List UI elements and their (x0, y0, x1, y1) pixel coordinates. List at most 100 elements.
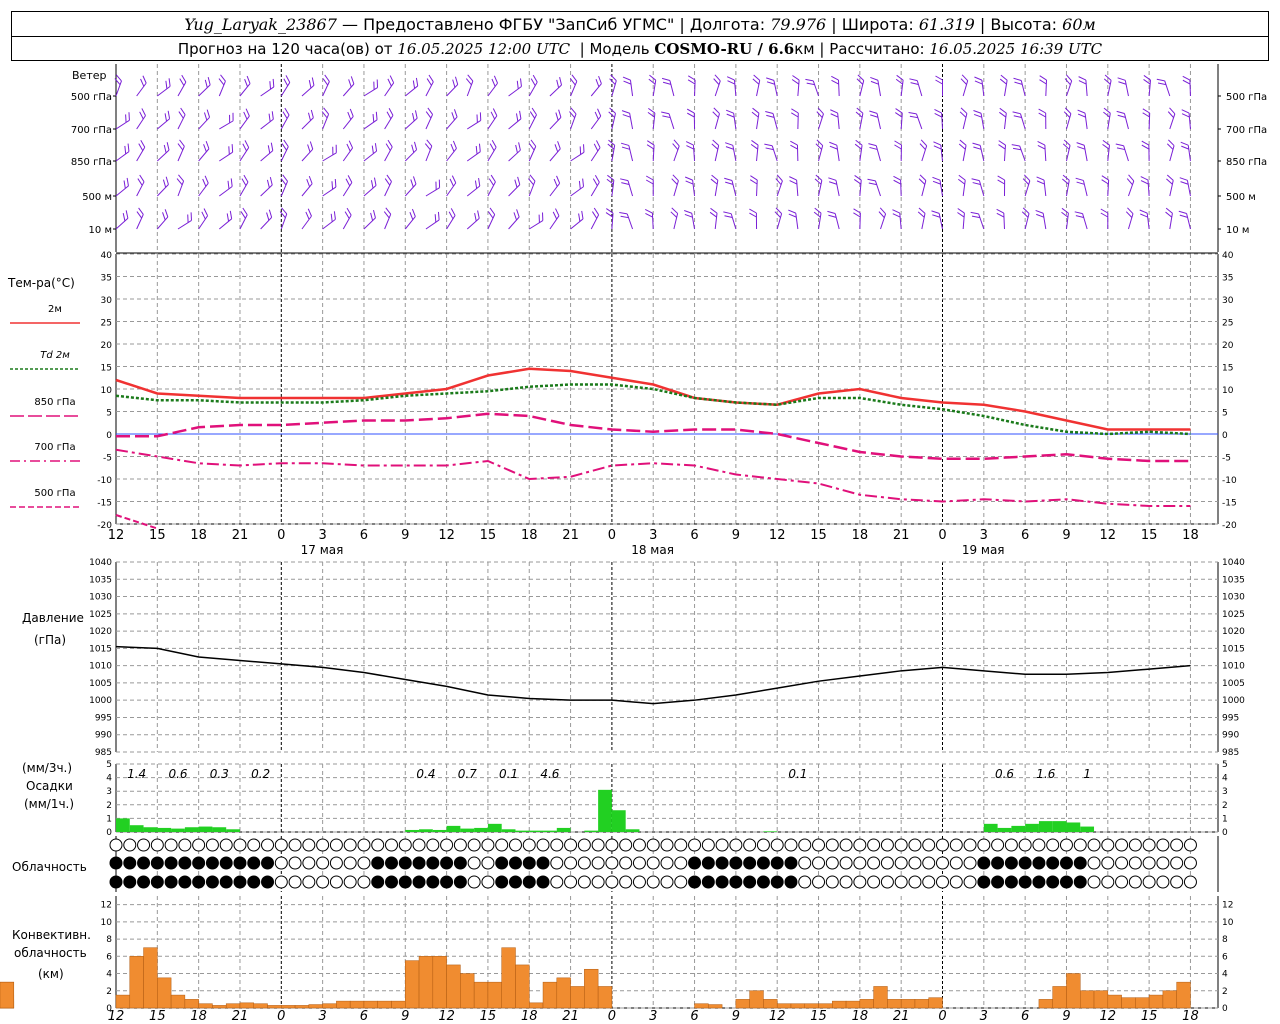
wind-barb-flag (385, 143, 391, 151)
wind-barb-flag (267, 145, 271, 154)
cloud-cover-circle (1156, 838, 1170, 852)
wind-barb-flag (830, 109, 838, 114)
time-tick-label-bottom: 0 (938, 1009, 946, 1024)
wind-barb (425, 179, 441, 197)
wind-barb (136, 139, 146, 162)
wind-barb-flag (414, 110, 418, 119)
time-tick-label-bottom: 3 (318, 1009, 326, 1024)
wind-barb-shaft (730, 213, 737, 230)
cloud-cover-circle (1142, 875, 1156, 889)
wind-barb-shaft (404, 117, 418, 130)
conv-bar (198, 1003, 213, 1009)
wind-barb (894, 140, 902, 162)
wind-barb (136, 75, 147, 97)
cloud-cover-circle (481, 856, 495, 870)
cloud-title: Облачность (12, 860, 87, 874)
wind-barb-flag (176, 178, 183, 186)
wind-barb (177, 212, 192, 230)
wind-barb-flag (279, 211, 286, 219)
wind-barb-flag (370, 212, 374, 221)
wind-barb-flag (1127, 207, 1134, 215)
precip-bar (487, 823, 502, 832)
pressure-tick-label-right: 1010 (1222, 662, 1245, 672)
wind-barb-shaft (301, 117, 314, 130)
temp-tick-label: -10 (97, 476, 112, 486)
wind-barb-flag (857, 74, 865, 81)
day-label: 19 мая (962, 543, 1005, 557)
wind-barb-flag (1062, 178, 1069, 185)
time-tick-label: 0 (938, 528, 946, 543)
cloud-cover-circle (536, 838, 550, 852)
wind-barb-shaft (177, 219, 192, 230)
wind-barb-flag (246, 75, 251, 84)
wind-barb-flag (1117, 77, 1126, 81)
wind-barb-shaft (756, 80, 761, 97)
cloud-cover-circle (412, 856, 426, 870)
wind-barb-flag (607, 143, 615, 150)
wind-barb-flag (1102, 143, 1110, 150)
wind-barb-flag (814, 207, 822, 214)
conv-bar (1162, 990, 1177, 1009)
wind-barb (661, 77, 675, 97)
wind-barb-shaft (198, 215, 209, 230)
conv-bar (763, 999, 778, 1009)
wind-barb-shaft (1169, 213, 1173, 230)
wind-barb-shaft (136, 214, 144, 230)
wind-barb-shaft (1107, 80, 1112, 97)
cloud-cover-circle (274, 875, 288, 889)
wind-barb-flag (684, 210, 692, 214)
cloud-cover-circle (1087, 875, 1101, 889)
wind-barb-shaft (260, 118, 274, 130)
wind-barb-flag (1116, 110, 1125, 114)
precip-tick-label-right: 3 (1222, 787, 1228, 797)
wind-barb-flag (749, 212, 757, 218)
cloud-cover-circle (385, 838, 398, 852)
lon-value: 79.976 (770, 14, 827, 34)
cloud-cover-circle (192, 838, 206, 852)
wind-barb-flag (389, 75, 395, 84)
wind-barb-flag (1165, 211, 1173, 218)
cloud-cover-circle (577, 875, 591, 889)
wind-barb-flag (918, 178, 926, 185)
pressure-tick-label-right: 1035 (1222, 575, 1245, 585)
wind-barb-shaft (1020, 80, 1026, 97)
wind-barb (115, 112, 130, 130)
cloud-cover-circle (508, 856, 522, 870)
wind-barb (466, 210, 480, 230)
wind-barb-flag (670, 211, 678, 218)
wind-barb-flag (266, 179, 270, 188)
conv-bar (804, 1003, 819, 1009)
wind-barb-flag (685, 180, 694, 185)
cloud-cover-circle (784, 856, 798, 870)
wind-barb (219, 178, 233, 197)
wind-barb (115, 210, 129, 230)
wind-barb-flag (1100, 208, 1109, 214)
wind-barb (260, 142, 274, 162)
wind-barb (621, 110, 634, 130)
wind-barb-flag (909, 78, 918, 82)
time-tick-label: 21 (562, 528, 579, 543)
wind-barb-flag (487, 211, 494, 219)
wind-barb (1156, 78, 1171, 97)
wind-barb-shaft (239, 83, 251, 97)
calc-label: Рассчитано: (829, 40, 925, 58)
cloud-cover-circle (1004, 838, 1018, 852)
wind-barb (958, 174, 966, 197)
wind-barb-shaft (1186, 180, 1191, 197)
wind-barb-flag (724, 215, 733, 219)
cloud-cover-circle (1059, 875, 1073, 889)
wind-barb-shaft (218, 218, 232, 230)
wind-barb (1182, 75, 1191, 97)
wind-barb-flag (854, 143, 862, 150)
wind-barb-flag (203, 208, 209, 216)
wind-barb-flag (427, 107, 433, 115)
wind-barb-flag (269, 177, 273, 186)
temp-tick-label: -20 (97, 521, 112, 531)
wind-barb-shaft (626, 213, 634, 230)
wind-barb-shaft (466, 119, 482, 130)
wind-barb-flag (671, 178, 678, 185)
conv-bar (776, 1003, 792, 1009)
precip-unit-3h: (мм/3ч.) (22, 761, 72, 775)
wind-barb (301, 109, 314, 130)
wind-barb (647, 107, 656, 130)
